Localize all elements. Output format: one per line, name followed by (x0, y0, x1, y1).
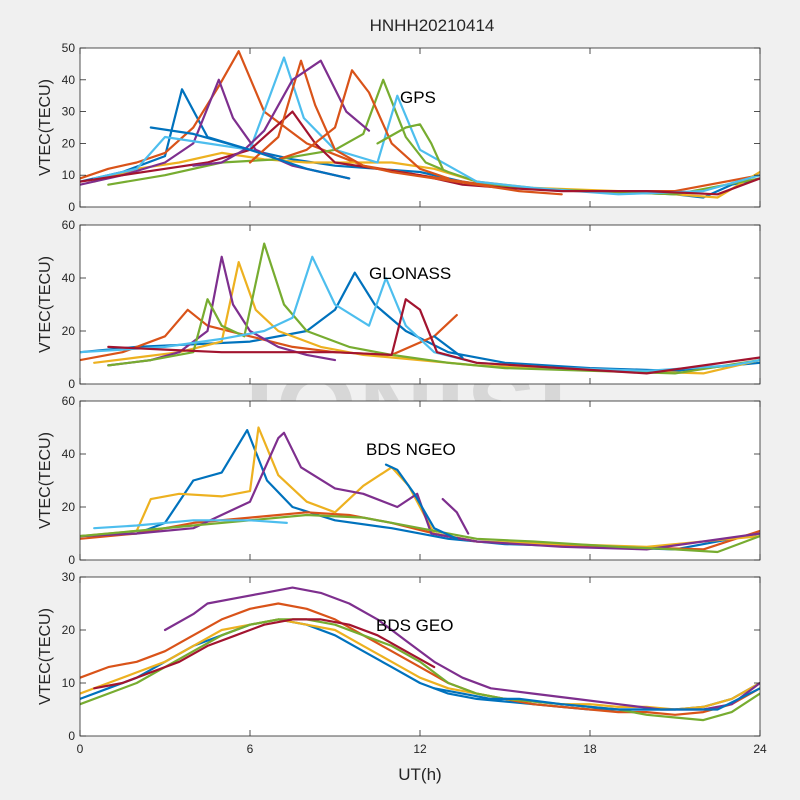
y-axis-label: VTEC(TECU) (37, 256, 54, 353)
series-line-7 (384, 463, 458, 540)
series-line-2 (80, 308, 458, 362)
panel-label: GLONASS (369, 264, 451, 283)
series-line-12 (149, 126, 351, 180)
x-tick-label: 24 (753, 742, 767, 756)
panel-label: BDS NGEO (366, 440, 456, 459)
x-tick-label: 12 (413, 742, 427, 756)
y-tick-label: 30 (62, 570, 76, 584)
panel-1: 0 10 20 30 40 50 VTEC(TECU) GPS (37, 41, 761, 214)
series-line-6 (93, 618, 436, 690)
chart-title: HNHH20210414 (370, 16, 495, 35)
series-line-5 (80, 513, 760, 554)
y-tick-label: 50 (62, 41, 76, 55)
y-axis-label: VTEC(TECU) (37, 432, 54, 529)
series-line-7 (433, 687, 760, 711)
series-line-7 (80, 110, 760, 196)
y-axis-label: VTEC(TECU) (37, 608, 54, 705)
y-tick-label: 20 (62, 500, 76, 514)
y-tick-label: 0 (68, 200, 75, 214)
series-line-11 (376, 123, 444, 170)
series-line-2 (80, 602, 760, 716)
x-tick-label: 0 (77, 742, 84, 756)
y-tick-label: 10 (62, 168, 76, 182)
y-tick-label: 0 (68, 377, 75, 391)
panel-3: 0 20 40 60 VTEC(TECU) BDS NGEO (37, 394, 761, 567)
panel-label: BDS GEO (376, 616, 453, 635)
series-line-5 (107, 242, 760, 375)
y-tick-label: 40 (62, 447, 76, 461)
x-tick-label: 18 (583, 742, 597, 756)
y-tick-label: 20 (62, 623, 76, 637)
y-tick-label: 60 (62, 394, 76, 408)
y-tick-label: 0 (68, 729, 75, 743)
y-tick-label: 10 (62, 676, 76, 690)
y-tick-label: 40 (62, 271, 76, 285)
y-tick-label: 60 (62, 218, 76, 232)
panel-label: GPS (400, 88, 436, 107)
series-line-8 (433, 335, 464, 359)
series-line-10 (277, 69, 450, 180)
series-line-8 (248, 59, 563, 196)
series-line-8 (441, 498, 470, 535)
x-tick-label: 6 (247, 742, 254, 756)
series-line-6 (93, 519, 288, 530)
y-tick-label: 30 (62, 105, 76, 119)
y-tick-label: 0 (68, 553, 75, 567)
series-line-4 (107, 255, 337, 367)
series-line-7 (107, 298, 760, 375)
y-tick-label: 20 (62, 324, 76, 338)
panel-2: 0 20 40 60 VTEC(TECU) GLONASS (37, 218, 761, 391)
plot-area (80, 48, 760, 207)
series-line-1 (80, 271, 760, 372)
series-line-4 (80, 431, 760, 551)
plot-area (80, 225, 760, 384)
y-tick-label: 20 (62, 136, 76, 150)
y-tick-label: 40 (62, 73, 76, 87)
y-axis-label: VTEC(TECU) (37, 79, 54, 176)
series-line-5 (80, 618, 760, 722)
x-axis-label: UT(h) (398, 765, 441, 784)
panel-4: 0 6 12 18 24 0 10 20 30 VTEC(TECU) BDS GEO (37, 570, 767, 756)
plot-area (80, 401, 760, 560)
